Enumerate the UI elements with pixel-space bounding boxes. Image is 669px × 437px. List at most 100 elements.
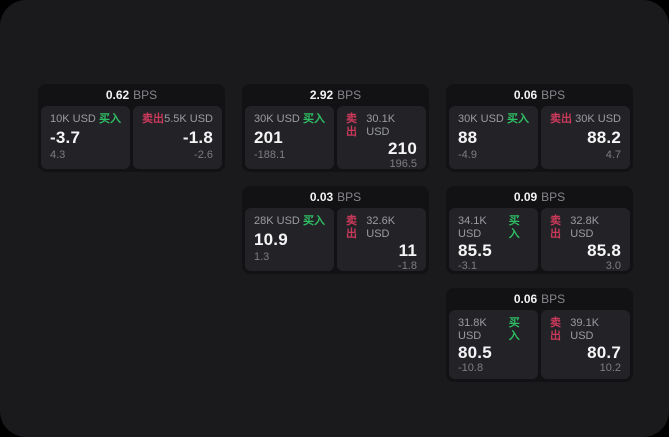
sell-size-label: 30K USD [575,113,621,125]
buy-side-label: 买入 [508,215,520,240]
sell-price-value: 88.2 [587,128,621,147]
bps-value: 0.03 [309,190,334,204]
buy-top-row: 31.8K USD 买入 [458,317,529,343]
buy-sub-value: 4.3 [50,149,66,161]
buy-price-value: 85.5 [458,241,492,260]
bps-value: 0.62 [105,88,130,102]
sell-quote-panel[interactable]: 卖出 39.1K USD 80.7 10.2 [541,310,630,379]
sell-side-label: 卖出 [142,113,164,125]
quote-panels: 31.8K USD 买入 80.5 -10.8 卖出 39.1K USD 80.… [449,310,630,379]
sell-sub-value: 196.5 [389,158,417,170]
sell-quote-panel[interactable]: 卖出 30.1K USD 210 196.5 [337,106,426,170]
buy-side-label: 买入 [303,113,325,125]
sell-side-label: 卖出 [550,215,561,240]
sell-side-label: 卖出 [346,215,357,240]
buy-top-row: 10K USD 买入 [50,113,121,126]
buy-size-label: 34.1K USD [458,215,487,240]
buy-price-value: 80.5 [458,343,492,362]
buy-side-label: 买入 [303,215,325,227]
sell-price-value: 210 [388,139,417,158]
bps-unit-label: BPS [541,292,566,306]
buy-side-label: 买入 [508,317,520,342]
buy-price-value: 201 [254,128,283,147]
card-header: 0.62 BPS [41,84,222,106]
buy-sub-value: -4.9 [458,149,477,161]
card-header: 0.09 BPS [449,186,630,208]
quote-card-grid: 0.62 BPS 10K USD 买入 -3.7 4.3 卖出 5.5K USD… [38,84,633,382]
bps-unit-label: BPS [133,88,158,102]
buy-quote-panel[interactable]: 28K USD 买入 10.9 1.3 [245,208,334,271]
quote-panels: 34.1K USD 买入 85.5 -3.1 卖出 32.8K USD 85.8… [449,208,630,272]
sell-side-label: 卖出 [550,317,561,342]
sell-size-label: 32.8K USD [570,215,600,240]
buy-sub-value: -188.1 [254,149,286,161]
buy-side-label: 买入 [507,113,529,125]
quote-card: 2.92 BPS 30K USD 买入 201 -188.1 卖出 30.1K … [242,84,429,172]
buy-sub-value: -10.8 [458,362,484,374]
sell-price-value: 11 [398,241,417,260]
bps-value: 0.09 [513,190,538,204]
sell-top-row: 卖出 32.8K USD [550,215,621,241]
buy-price-value: -3.7 [50,128,81,147]
sell-size-label: 39.1K USD [570,317,600,342]
buy-quote-panel[interactable]: 30K USD 买入 88 -4.9 [449,106,538,169]
card-header: 0.06 BPS [449,84,630,106]
buy-quote-panel[interactable]: 34.1K USD 买入 85.5 -3.1 [449,208,538,272]
quote-panels: 30K USD 买入 201 -188.1 卖出 30.1K USD 210 1… [245,106,426,170]
bps-unit-label: BPS [541,88,566,102]
sell-top-row: 卖出 30K USD [550,113,621,126]
bps-value: 0.06 [513,88,538,102]
buy-side-label: 买入 [99,113,121,125]
buy-quote-panel[interactable]: 30K USD 买入 201 -188.1 [245,106,334,169]
sell-side-label: 卖出 [550,113,572,125]
sell-price-value: 85.8 [587,241,621,260]
card-header: 0.03 BPS [245,186,426,208]
buy-size-label: 31.8K USD [458,317,487,342]
quote-panels: 30K USD 买入 88 -4.9 卖出 30K USD 88.2 4.7 [449,106,630,169]
quote-card: 0.06 BPS 31.8K USD 买入 80.5 -10.8 卖出 39.1… [446,288,633,382]
sell-size-label: 5.5K USD [164,113,213,125]
quote-card: 0.06 BPS 30K USD 买入 88 -4.9 卖出 30K USD 8… [446,84,633,172]
card-header: 0.06 BPS [449,288,630,310]
buy-sub-value: 1.3 [254,251,270,263]
buy-top-row: 30K USD 买入 [254,113,325,126]
sell-size-label: 30.1K USD [366,113,396,138]
sell-sub-value: -2.6 [194,149,213,161]
sell-side-label: 卖出 [346,113,357,138]
buy-size-label: 30K USD [254,113,300,125]
sell-sub-value: -1.8 [398,260,417,272]
bps-unit-label: BPS [337,190,362,204]
sell-size-label: 32.6K USD [366,215,396,240]
quote-panels: 10K USD 买入 -3.7 4.3 卖出 5.5K USD -1.8 -2.… [41,106,222,169]
buy-top-row: 28K USD 买入 [254,215,325,228]
bps-value: 2.92 [309,88,334,102]
quote-panels: 28K USD 买入 10.9 1.3 卖出 32.6K USD 11 -1.8 [245,208,426,272]
sell-quote-panel[interactable]: 卖出 32.8K USD 85.8 3.0 [541,208,630,272]
buy-quote-panel[interactable]: 31.8K USD 买入 80.5 -10.8 [449,310,538,379]
sell-quote-panel[interactable]: 卖出 32.6K USD 11 -1.8 [337,208,426,272]
sell-quote-panel[interactable]: 卖出 5.5K USD -1.8 -2.6 [133,106,222,169]
sell-price-value: -1.8 [182,128,213,147]
sell-sub-value: 3.0 [605,260,621,272]
bps-value: 0.06 [513,292,538,306]
sell-top-row: 卖出 5.5K USD [142,113,213,126]
buy-top-row: 30K USD 买入 [458,113,529,126]
buy-size-label: 30K USD [458,113,504,125]
buy-price-value: 88 [458,128,478,147]
sell-quote-panel[interactable]: 卖出 30K USD 88.2 4.7 [541,106,630,169]
bps-unit-label: BPS [541,190,566,204]
buy-price-value: 10.9 [254,230,288,249]
quote-card: 0.03 BPS 28K USD 买入 10.9 1.3 卖出 32.6K US… [242,186,429,274]
sell-price-value: 80.7 [587,343,621,362]
buy-size-label: 10K USD [50,113,96,125]
buy-top-row: 34.1K USD 买入 [458,215,529,241]
buy-quote-panel[interactable]: 10K USD 买入 -3.7 4.3 [41,106,130,169]
bps-unit-label: BPS [337,88,362,102]
buy-size-label: 28K USD [254,215,300,227]
sell-top-row: 卖出 39.1K USD [550,317,621,343]
quote-card: 0.09 BPS 34.1K USD 买入 85.5 -3.1 卖出 32.8K… [446,186,633,274]
sell-top-row: 卖出 30.1K USD [346,113,417,139]
buy-sub-value: -3.1 [458,260,477,272]
card-header: 2.92 BPS [245,84,426,106]
